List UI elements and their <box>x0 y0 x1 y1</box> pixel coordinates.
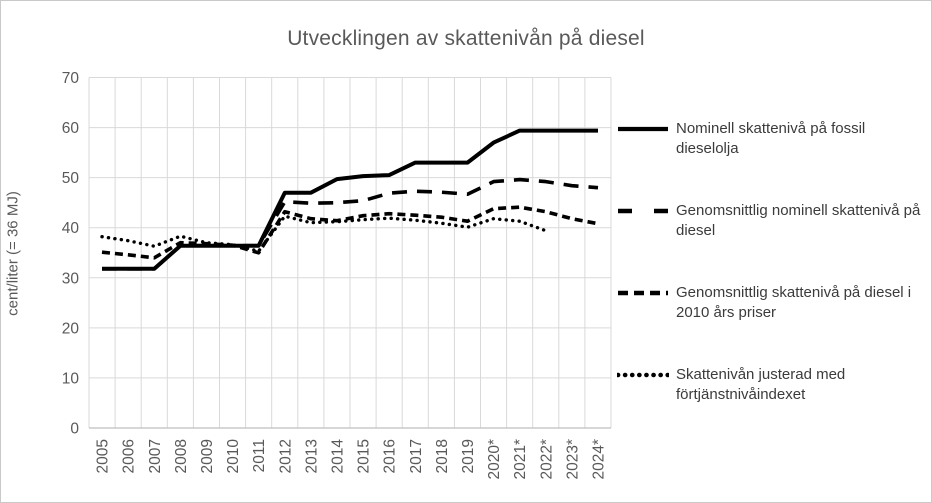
y-tick-label: 20 <box>62 320 80 337</box>
legend-label: Nominell skattenivå på fossil dieselolja <box>676 120 866 157</box>
x-tick-label: 2016 <box>382 439 399 473</box>
x-tick-label: 2011 <box>251 439 268 472</box>
legend-label: Skattenivån justerad med förtjänstnivåin… <box>676 366 846 403</box>
y-tick-label: 50 <box>62 170 80 187</box>
x-tick-label: 2020* <box>486 439 503 480</box>
x-tick-label: 2022* <box>538 439 555 480</box>
y-tick-label: 0 <box>70 421 79 438</box>
y-tick-label: 10 <box>62 370 80 387</box>
series-line-solid <box>102 128 598 271</box>
x-tick-label: 2013 <box>303 439 320 473</box>
legend-sample-long-dash <box>618 208 668 214</box>
legend-sample-solid <box>618 126 668 132</box>
legend-item: Genomsnittlig skattenivå på diesel i 201… <box>617 283 925 323</box>
x-tick-label: 2009 <box>199 439 216 473</box>
x-tick-label: 2007 <box>147 439 164 473</box>
x-tick-label: 2021* <box>512 439 529 480</box>
legend-sample-dotted <box>617 372 669 378</box>
x-tick-label: 2006 <box>121 439 138 473</box>
x-tick-label: 2010 <box>225 439 242 474</box>
x-tick-label: 2023* <box>564 439 581 480</box>
series-line-short-dash <box>101 205 599 260</box>
x-tick-label: 2019 <box>460 439 477 473</box>
y-tick-label: 30 <box>62 270 80 287</box>
legend-item: Skattenivån justerad med förtjänstnivåin… <box>617 365 925 405</box>
x-tick-label: 2014 <box>329 439 346 474</box>
legend-label: Genomsnittlig nominell skattenivå på die… <box>676 202 921 239</box>
x-tick-label: 2018 <box>434 439 451 473</box>
x-tick-label: 2008 <box>173 439 190 473</box>
legend-sample-short-dash <box>618 290 668 296</box>
x-tick-label: 2024* <box>590 439 607 480</box>
legend-label: Genomsnittlig skattenivå på diesel i 201… <box>676 284 912 321</box>
series-line-dotted <box>100 214 548 253</box>
y-tick-label: 70 <box>62 70 80 87</box>
y-tick-label: 60 <box>62 120 80 137</box>
y-tick-label: 40 <box>62 220 80 237</box>
x-tick-label: 2005 <box>95 439 112 473</box>
legend-item: Genomsnittlig nominell skattenivå på die… <box>617 201 925 241</box>
chart-title: Utvecklingen av skattenivån på diesel <box>287 27 645 50</box>
x-tick-label: 2012 <box>277 439 294 473</box>
legend-item: Nominell skattenivå på fossil dieselolja <box>617 119 925 159</box>
x-tick-label: 2015 <box>356 439 373 473</box>
x-tick-label: 2017 <box>408 439 425 473</box>
series-line-long-dash <box>102 177 599 271</box>
